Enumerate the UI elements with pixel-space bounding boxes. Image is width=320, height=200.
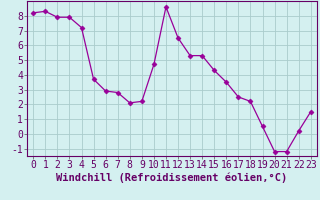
X-axis label: Windchill (Refroidissement éolien,°C): Windchill (Refroidissement éolien,°C) bbox=[56, 173, 288, 183]
